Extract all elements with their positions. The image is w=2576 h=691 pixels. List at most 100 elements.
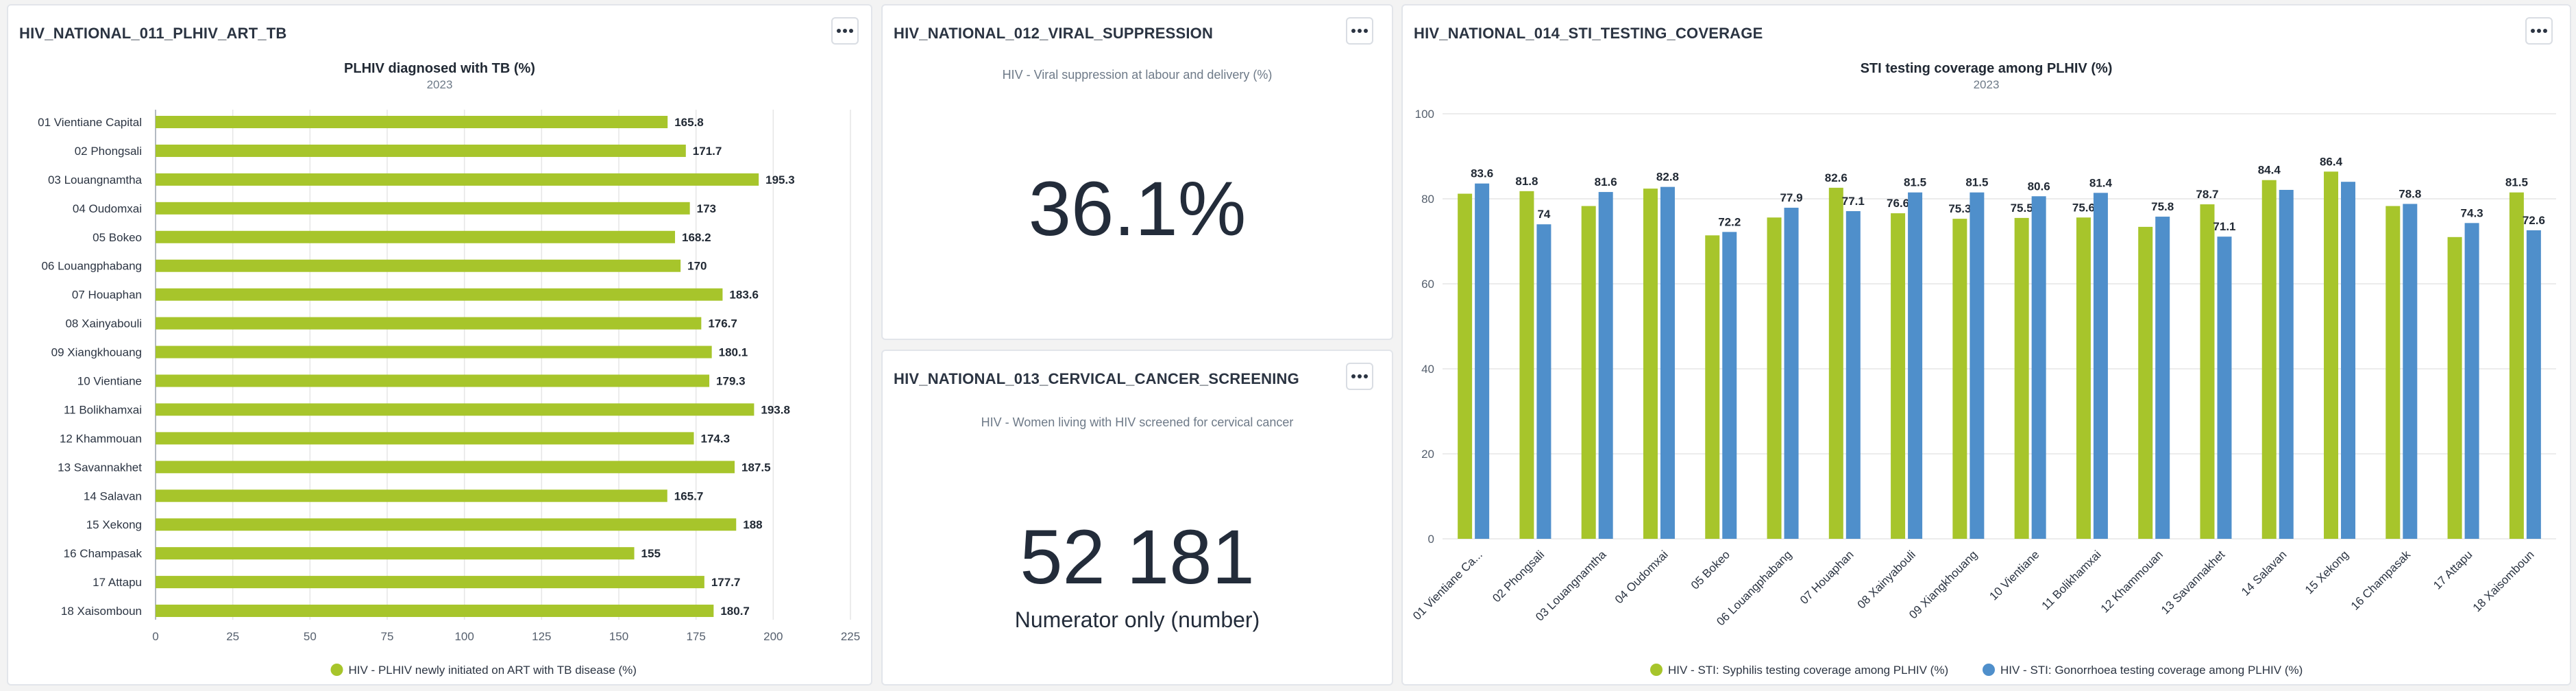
x-tick-label: 0 — [152, 630, 158, 643]
data-label: 177.7 — [711, 576, 741, 589]
y-tick-label: 80 — [1421, 193, 1434, 206]
category-label: 16 Champasak — [64, 547, 143, 560]
legend-label: HIV - PLHIV newly initiated on ART with … — [349, 664, 637, 677]
bar — [156, 144, 686, 157]
category-label: 10 Vientiane — [1987, 548, 2041, 603]
bar-gonorrhoea — [2341, 182, 2356, 539]
bar — [156, 173, 759, 186]
x-tick-label: 50 — [304, 630, 317, 643]
indicator-subtitle: HIV - Viral suppression at labour and de… — [1002, 68, 1273, 82]
data-label: 81.5 — [1904, 176, 1926, 189]
bar-syphilis — [2447, 237, 2462, 539]
x-tick-label: 25 — [226, 630, 239, 643]
category-label: 14 Salavan — [84, 489, 142, 502]
bar-syphilis — [1643, 189, 1658, 539]
legend-marker — [1650, 664, 1663, 676]
bar-gonorrhoea — [1722, 232, 1737, 539]
data-label: 81.5 — [1965, 176, 1988, 189]
category-label: 04 Oudomxai — [73, 202, 142, 215]
category-label: 03 Louangnamtha — [48, 173, 143, 186]
y-tick-label: 20 — [1421, 448, 1434, 461]
panel-title: HIV_NATIONAL_012_VIRAL_SUPPRESSION — [894, 25, 1214, 42]
x-tick-label: 100 — [454, 630, 474, 643]
data-label: 75.5 — [2011, 202, 2033, 215]
bar-syphilis — [1828, 187, 1843, 539]
more-horizontal-icon — [1351, 29, 1356, 33]
grouped-bar-chart: STI testing coverage among PLHIV (%) 2023… — [1410, 61, 2556, 677]
indicator-caption: Numerator only (number) — [1014, 607, 1260, 632]
data-label: 78.8 — [2399, 187, 2421, 200]
bar-syphilis — [2509, 192, 2524, 539]
x-tick-label: 75 — [381, 630, 394, 643]
data-label: 74.3 — [2461, 206, 2483, 219]
bar-gonorrhoea — [2464, 223, 2479, 539]
panel-cervical-cancer-screening: HIV_NATIONAL_013_CERVICAL_CANCER_SCREENI… — [881, 350, 1393, 686]
legend-marker — [330, 664, 343, 676]
category-label: 17 Attapu — [2431, 548, 2475, 592]
bar-syphilis — [1458, 193, 1473, 539]
data-label: 81.6 — [1595, 175, 1617, 189]
legend-marker — [1983, 664, 1995, 676]
bar-syphilis — [2385, 206, 2401, 539]
data-label: 193.8 — [761, 403, 790, 416]
data-label: 74 — [1537, 208, 1550, 221]
category-label: 05 Bokeo — [1689, 548, 1732, 592]
bar-gonorrhoea — [1970, 192, 1985, 539]
bar-syphilis — [1952, 219, 1967, 539]
bar-gonorrhoea — [1598, 192, 1613, 539]
category-label: 12 Khammouan — [60, 432, 142, 445]
data-label: 72.6 — [2523, 214, 2545, 227]
chart-title: STI testing coverage among PLHIV (%) — [1861, 61, 2113, 76]
data-label: 81.8 — [1515, 175, 1538, 188]
bar-syphilis — [1519, 191, 1534, 539]
bar-gonorrhoea — [2031, 196, 2046, 539]
data-label: 82.6 — [1825, 171, 1848, 184]
bar — [156, 116, 668, 128]
category-label: 04 Oudomxai — [1612, 548, 1671, 606]
data-label: 171.7 — [693, 145, 722, 158]
y-tick-label: 0 — [1428, 533, 1434, 546]
bar-gonorrhoea — [2155, 217, 2170, 539]
bar-syphilis — [2138, 226, 2153, 539]
panel-menu-button[interactable] — [831, 17, 859, 45]
bar — [156, 576, 704, 589]
data-label: 180.7 — [720, 605, 750, 618]
data-label: 72.2 — [1718, 215, 1741, 228]
category-label: 15 Xekong — [2303, 548, 2351, 596]
y-tick-label: 100 — [1415, 108, 1434, 121]
y-tick-label: 40 — [1421, 363, 1434, 376]
y-tick-label: 60 — [1421, 278, 1434, 291]
category-label: 18 Xaisomboun — [61, 605, 142, 618]
bar-syphilis — [2200, 204, 2215, 539]
bar-syphilis — [1767, 217, 1782, 539]
bar — [156, 489, 667, 502]
data-label: 173 — [697, 202, 716, 215]
panel-menu-button[interactable] — [2525, 17, 2553, 45]
category-label: 08 Xainyabouli — [1855, 548, 1918, 611]
data-label: 165.8 — [674, 116, 704, 129]
data-label: 183.6 — [729, 289, 759, 302]
bar-gonorrhoea — [1660, 186, 1675, 539]
category-label: 13 Savannakhet — [58, 461, 142, 474]
bar — [156, 432, 694, 445]
category-label: 09 Xiangkhouang — [1906, 548, 1980, 621]
category-label: 01 Vientiane Capital — [38, 116, 142, 129]
x-tick-label: 150 — [609, 630, 628, 643]
data-label: 78.7 — [2196, 188, 2218, 201]
data-label: 81.5 — [2505, 176, 2528, 189]
data-label: 81.4 — [2089, 176, 2113, 189]
category-label: 02 Phongsali — [1490, 548, 1547, 605]
data-label: 170 — [687, 260, 707, 273]
data-label: 76.6 — [1887, 197, 1909, 210]
bar — [156, 288, 723, 301]
category-label: 11 Bolikhamxai — [2039, 548, 2104, 612]
category-label: 02 Phongsali — [75, 145, 142, 158]
panel-menu-button[interactable] — [1346, 363, 1373, 390]
bar — [156, 605, 714, 618]
indicator-value: 52 181 — [1020, 514, 1255, 600]
data-label: 71.1 — [2213, 220, 2235, 233]
x-tick-label: 225 — [841, 630, 860, 643]
panel-menu-button[interactable] — [1346, 17, 1373, 45]
category-label: 18 Xaisomboun — [2470, 548, 2537, 614]
bar-syphilis — [2076, 217, 2091, 539]
